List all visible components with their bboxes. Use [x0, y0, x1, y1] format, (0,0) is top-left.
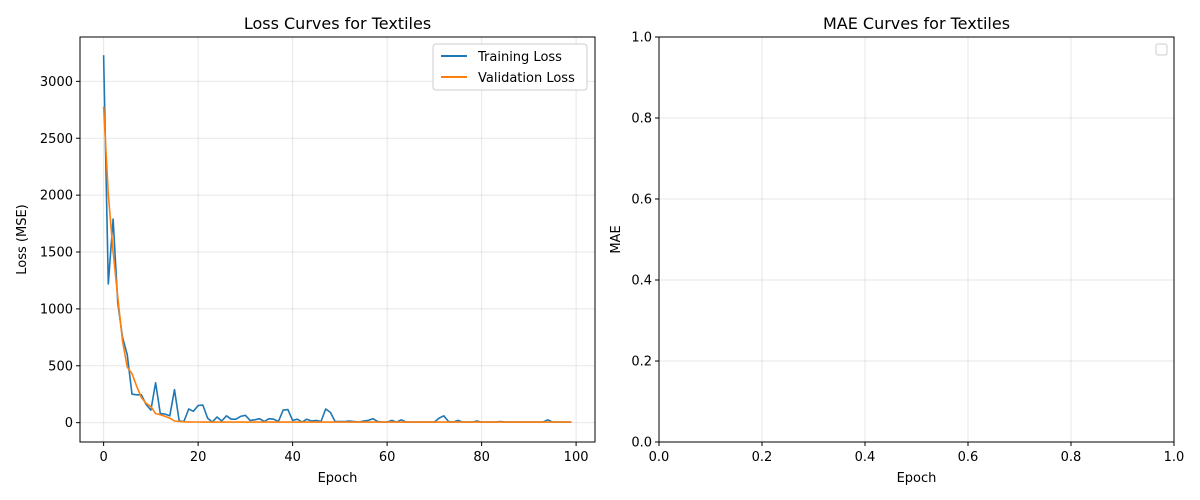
- loss-x-tick-label: 100: [564, 450, 589, 465]
- legend-label-training: Training Loss: [477, 50, 562, 65]
- mae-x-tick-label: 0.0: [649, 450, 670, 465]
- mae-x-tick-label: 0.4: [855, 450, 876, 465]
- loss-y-tick-label: 500: [48, 359, 73, 374]
- mae-empty-legend: [1155, 43, 1168, 56]
- mae-x-ticks: 0.0 0.2 0.4 0.6 0.8 1.0: [649, 442, 1185, 465]
- mae-x-tick-label: 0.8: [1061, 450, 1082, 465]
- legend-label-validation: Validation Loss: [478, 71, 575, 86]
- mae-plot-area: [659, 37, 1174, 442]
- loss-x-tick-label: 80: [473, 450, 490, 465]
- loss-y-tick-label: 1000: [40, 302, 73, 317]
- mae-y-axis-label: MAE: [609, 225, 624, 253]
- mae-y-tick-label: 0.4: [631, 274, 652, 289]
- loss-chart-title: Loss Curves for Textiles: [244, 14, 431, 33]
- loss-y-tick-label: 2500: [40, 132, 73, 147]
- loss-y-ticks: 0 500 1000 1500 2000 2500 3000: [40, 75, 80, 431]
- loss-x-tick-label: 40: [284, 450, 301, 465]
- loss-series: [102, 55, 572, 423]
- mae-y-ticks: 0.0 0.2 0.4 0.6 0.8 1.0: [631, 31, 659, 451]
- loss-y-axis-label: Loss (MSE): [15, 204, 30, 274]
- mae-y-tick-label: 0.2: [631, 355, 652, 370]
- mae-chart-title: MAE Curves for Textiles: [823, 14, 1010, 33]
- mae-y-tick-label: 0.8: [631, 112, 652, 127]
- loss-y-tick-label: 0: [65, 416, 73, 431]
- mae-x-tick-label: 1.0: [1164, 450, 1185, 465]
- mae-x-axis-label: Epoch: [897, 471, 937, 486]
- loss-y-tick-label: 1500: [40, 246, 73, 261]
- loss-plot-frame: [79, 36, 596, 443]
- mae-x-tick-label: 0.6: [958, 450, 979, 465]
- loss-x-tick-label: 60: [379, 450, 396, 465]
- mae-plot-frame: [658, 36, 1175, 443]
- loss-x-tick-label: 0: [99, 450, 107, 465]
- loss-legend: Training Loss Validation Loss: [432, 43, 588, 91]
- loss-x-axis-label: Epoch: [318, 471, 358, 486]
- loss-legend-box: [432, 43, 588, 91]
- loss-y-tick-label: 2000: [40, 189, 73, 204]
- mae-y-tick-label: 1.0: [631, 31, 652, 46]
- validation-loss-line: [102, 106, 572, 423]
- mae-x-tick-label: 0.2: [752, 450, 773, 465]
- mae-y-tick-label: 0.6: [631, 193, 652, 208]
- mae-y-tick-label: 0.0: [631, 436, 652, 451]
- mae-chart: 0.0 0.2 0.4 0.6 0.8 1.0 0.0 0.2 0.4 0.6 0.8 1.0 MA…: [609, 14, 1184, 486]
- loss-y-tick-label: 3000: [40, 75, 73, 90]
- loss-x-tick-label: 20: [190, 450, 207, 465]
- loss-chart: 0 20 40 60 80 100 0 500 1000 1500 2000 2500 3000 Lo…: [15, 14, 596, 486]
- loss-x-ticks: 0 20 40 60 80 100: [99, 442, 589, 465]
- loss-plot-area: [80, 37, 595, 442]
